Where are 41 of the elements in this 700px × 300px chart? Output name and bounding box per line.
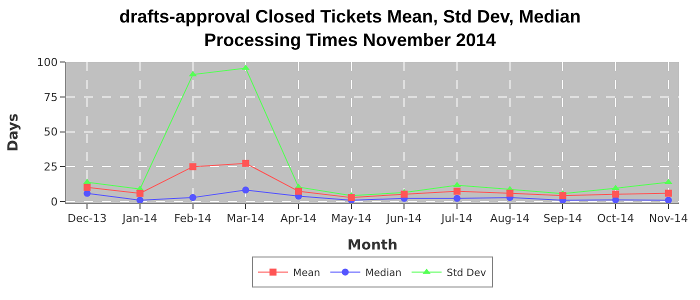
legend-label: Std Dev <box>446 268 486 279</box>
y-axis-title: Days <box>5 113 22 152</box>
chart-title: drafts-approval Closed Tickets Mean, Std Dev, Median Processing Times November 2014 <box>119 6 581 50</box>
point <box>189 163 196 170</box>
x-tick-label: Jan-14 <box>122 212 158 226</box>
x-tick-label: Apr-14 <box>280 212 317 226</box>
x-tick-label: Mar-14 <box>226 212 265 226</box>
y-tick-label: 25 <box>44 160 58 174</box>
legend-label: Mean <box>293 268 320 279</box>
x-axis-title: Month <box>347 238 398 254</box>
point <box>454 194 461 202</box>
point <box>295 188 302 195</box>
point <box>664 190 672 197</box>
point <box>559 192 566 200</box>
point <box>400 190 408 198</box>
point <box>242 186 250 194</box>
x-tick-label: Aug-14 <box>490 212 530 226</box>
point <box>84 184 91 191</box>
legend-label: Median <box>365 268 402 279</box>
point <box>454 188 461 195</box>
y-tick-label: 0 <box>50 195 58 208</box>
x-tick-label: Oct-14 <box>597 212 634 226</box>
x-tick-label: Sep-14 <box>543 212 582 226</box>
x-tick-label: Jun-14 <box>386 212 422 226</box>
x-tick-label: Jul-14 <box>440 212 473 226</box>
y-tick-label: 50 <box>44 126 58 139</box>
point <box>136 196 144 204</box>
x-tick-label: May-14 <box>331 212 372 226</box>
y-tick-label: 100 <box>36 56 58 69</box>
x-tick-label: Feb-14 <box>174 212 212 226</box>
x-tick-label: Nov-14 <box>648 212 688 226</box>
point <box>136 190 144 197</box>
point <box>242 160 250 167</box>
point <box>612 190 620 198</box>
y-tick-label: 75 <box>44 90 58 104</box>
x-tick-label: Dec-13 <box>68 212 107 226</box>
point <box>453 182 462 188</box>
point <box>664 196 672 204</box>
point <box>348 194 355 202</box>
point <box>506 190 514 197</box>
point <box>189 194 196 202</box>
